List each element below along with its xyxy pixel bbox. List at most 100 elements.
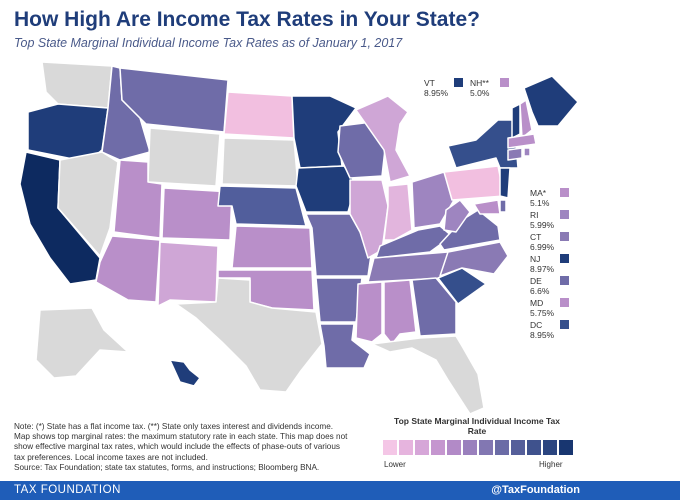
state-label-wa: WA xyxy=(83,0,97,2)
state-shape-nh xyxy=(519,99,533,139)
state-rate-al: 5.0% xyxy=(284,0,304,2)
color-scale-lower-label: Lower xyxy=(384,460,406,469)
footer-brand: TAX FOUNDATION xyxy=(14,484,121,496)
state-label-wy: WY xyxy=(161,0,175,2)
state-shape-la xyxy=(319,323,371,369)
state-shape-wa xyxy=(41,61,113,109)
state-label-sd: SD xyxy=(160,0,172,2)
state-label-wv: WV xyxy=(207,0,221,2)
state-rate-mi: 4.25% xyxy=(152,0,177,2)
state-shape-ct xyxy=(507,147,523,161)
state-shape-nm xyxy=(157,241,219,307)
callout-swatch-md xyxy=(560,298,569,307)
callout-rate-vt: 8.95% xyxy=(424,88,449,98)
state-shape-de xyxy=(499,199,507,213)
state-rate-il: 3.75% xyxy=(202,0,227,2)
state-rate-ks: 4.6% xyxy=(236,0,256,2)
state-label-tx: TX xyxy=(317,0,328,2)
color-scale-swatch xyxy=(463,440,477,455)
state-label-fl: FL xyxy=(347,0,357,2)
callout-swatch-dc xyxy=(560,320,569,329)
state-label-ut: UT xyxy=(202,0,213,2)
state-label-ok: OK xyxy=(266,0,279,2)
state-label-nm: NM xyxy=(267,0,280,2)
callout-rate-ma: 5.1% xyxy=(530,198,550,208)
state-shape-pa xyxy=(443,165,505,201)
callout-rate-nj: 8.97% xyxy=(530,264,555,274)
state-rate-ny: 8.82% xyxy=(138,0,163,2)
state-shape-hi xyxy=(169,359,201,387)
state-rate-mt: 6.9% xyxy=(98,0,118,2)
note-line: Source: Tax Foundation; state tax statut… xyxy=(14,462,320,472)
callout-rate-dc: 8.95% xyxy=(530,330,555,340)
state-label-in: IN* xyxy=(200,0,213,2)
color-scale-swatch xyxy=(527,440,541,455)
state-label-tn: TN** xyxy=(249,0,268,2)
state-label-mi: MI* xyxy=(158,0,171,2)
color-scale-swatch xyxy=(511,440,525,455)
state-shape-nd xyxy=(223,91,295,139)
callout-rate-nh: 5.0% xyxy=(470,88,490,98)
page-title: How High Are Income Tax Rates in Your St… xyxy=(14,8,480,31)
callout-label-nh: NH** xyxy=(470,78,490,88)
color-scale-swatch xyxy=(447,440,461,455)
state-label-ar: AR xyxy=(272,0,284,2)
color-scale-swatch xyxy=(431,440,445,455)
state-shape-ak xyxy=(35,307,129,379)
state-rate-mn: 9.85% xyxy=(112,0,137,2)
state-label-ks: KS xyxy=(240,0,252,2)
note-line: show effective marginal tax rates, which… xyxy=(14,442,341,452)
state-label-ak: AK xyxy=(340,0,352,2)
color-scale-swatch xyxy=(495,440,509,455)
state-label-ga: GA xyxy=(288,0,301,2)
state-label-nv: NV xyxy=(194,0,206,2)
callout-swatch-ma xyxy=(560,188,569,197)
state-rate-co: 4.63% xyxy=(210,0,235,2)
state-rate-sc: 7.0% xyxy=(262,0,282,2)
state-rate-az: 4.54% xyxy=(252,0,277,2)
state-shape-vt xyxy=(511,103,521,139)
state-rate-in: 3.23% xyxy=(194,0,219,2)
state-label-ia: IA xyxy=(184,0,192,2)
state-rate-va: 5.75% xyxy=(220,0,245,2)
state-shape-ms xyxy=(355,281,383,343)
state-rate-nd: 2.9% xyxy=(106,0,126,2)
state-label-il: IL* xyxy=(209,0,220,2)
state-shape-mi xyxy=(355,95,411,183)
state-label-va: VA xyxy=(227,0,238,2)
callout-rate-ri: 5.99% xyxy=(530,220,555,230)
state-label-mn: MN xyxy=(117,0,130,2)
state-rate-hi: 8.25% xyxy=(362,0,387,2)
color-scale-higher-label: Higher xyxy=(539,460,563,469)
state-rate-oh: 4.997% xyxy=(182,0,211,2)
callout-label-vt: VT xyxy=(424,78,435,88)
state-label-oh: OH xyxy=(190,0,203,2)
state-label-wi: WI xyxy=(127,0,137,2)
state-shape-al xyxy=(383,279,417,345)
state-shape-fl xyxy=(371,335,485,415)
state-rate-tn: 5.0% xyxy=(248,0,268,2)
color-scale-swatch xyxy=(479,440,493,455)
state-label-ne: NE xyxy=(196,0,208,2)
callout-label-md: MD xyxy=(530,298,543,308)
state-label-nc: NC* xyxy=(244,0,260,2)
state-shape-ny xyxy=(447,119,519,169)
note-line: tax preferences. Local income taxes are … xyxy=(14,452,208,462)
footer-handle[interactable]: @TaxFoundation xyxy=(491,484,580,496)
color-scale-swatch xyxy=(415,440,429,455)
state-rate-ky: 6.0% xyxy=(234,0,254,2)
callout-swatch-vt xyxy=(454,78,463,87)
state-label-sc: SC xyxy=(266,0,278,2)
state-label-ny: NY xyxy=(144,0,156,2)
state-shape-in xyxy=(383,183,413,241)
state-rate-ia: 8.98% xyxy=(176,0,201,2)
footer-bar: TAX FOUNDATION @TaxFoundation xyxy=(0,481,680,500)
color-scale-swatch xyxy=(559,440,573,455)
state-label-ms: MS xyxy=(288,0,301,2)
state-rate-nm: 4.9% xyxy=(264,0,284,2)
state-rate-ca: 13.3% xyxy=(206,0,231,2)
callout-swatch-nh xyxy=(500,78,509,87)
callout-label-ma: MA* xyxy=(530,188,547,198)
callout-label-dc: DC xyxy=(530,320,542,330)
state-label-nd: ND xyxy=(110,0,122,2)
